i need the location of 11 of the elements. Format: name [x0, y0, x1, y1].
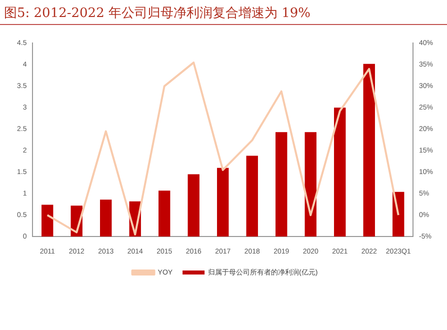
chart-title: 图5: 2012-2022 年公司归母净利润复合增速为 19%	[4, 5, 311, 22]
bar	[217, 168, 229, 237]
bar	[304, 132, 316, 237]
bar	[188, 174, 200, 237]
bar	[158, 190, 170, 237]
bar	[100, 200, 112, 237]
bar	[363, 64, 375, 237]
bar	[246, 156, 258, 237]
bar	[42, 204, 54, 237]
bar	[334, 108, 346, 237]
bar	[276, 132, 288, 237]
